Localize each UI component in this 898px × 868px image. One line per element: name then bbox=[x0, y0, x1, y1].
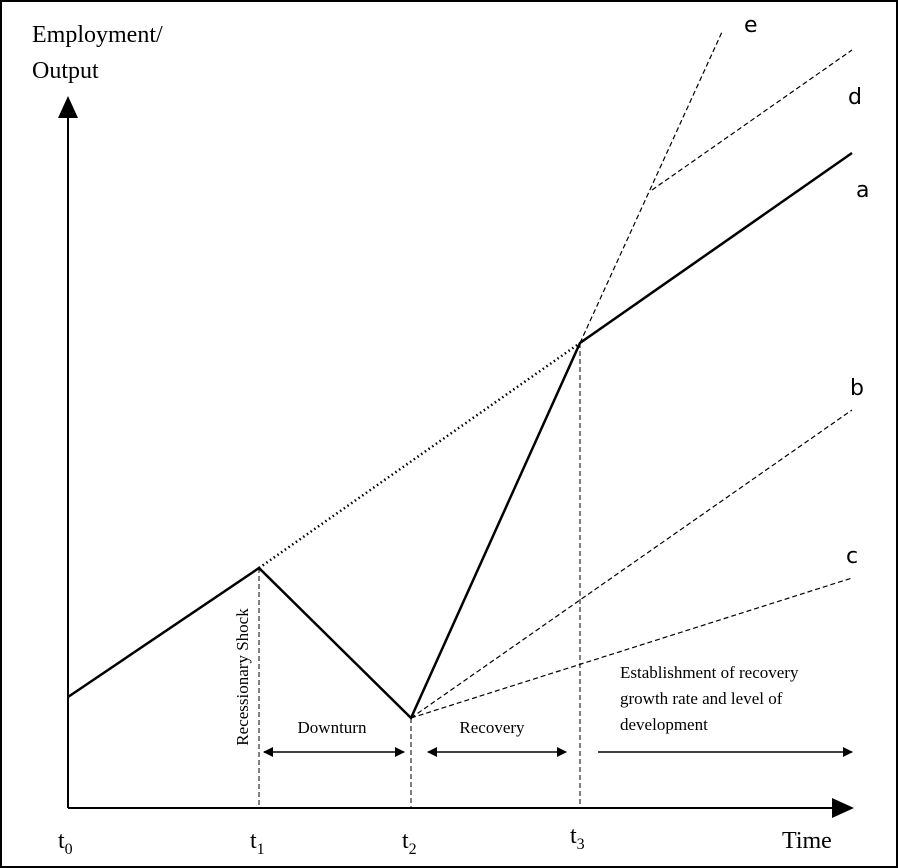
path-label: c bbox=[846, 544, 858, 569]
y-axis-label: Output bbox=[32, 58, 99, 84]
path-label: d bbox=[848, 85, 862, 110]
time-label: t2 bbox=[402, 828, 417, 858]
path-label: e bbox=[744, 13, 758, 38]
y-axis-label: Employment/ bbox=[32, 22, 163, 48]
phase-label: Establishment of recovery bbox=[620, 663, 799, 682]
phase-label: Recovery bbox=[459, 718, 525, 737]
time-label: t3 bbox=[570, 823, 585, 853]
phase-label: development bbox=[620, 715, 708, 734]
phase-label: Downturn bbox=[298, 718, 367, 737]
time-label: t0 bbox=[58, 828, 73, 858]
time-markers bbox=[258, 343, 581, 808]
path-label: b bbox=[850, 376, 864, 401]
path-label: a bbox=[856, 178, 869, 203]
x-axis-label: Time bbox=[782, 828, 832, 854]
phase-label: Recessionary Shock bbox=[233, 608, 252, 746]
time-label: t1 bbox=[250, 828, 265, 858]
phase-label: growth rate and level of bbox=[620, 689, 783, 708]
scenario-paths bbox=[410, 31, 853, 719]
